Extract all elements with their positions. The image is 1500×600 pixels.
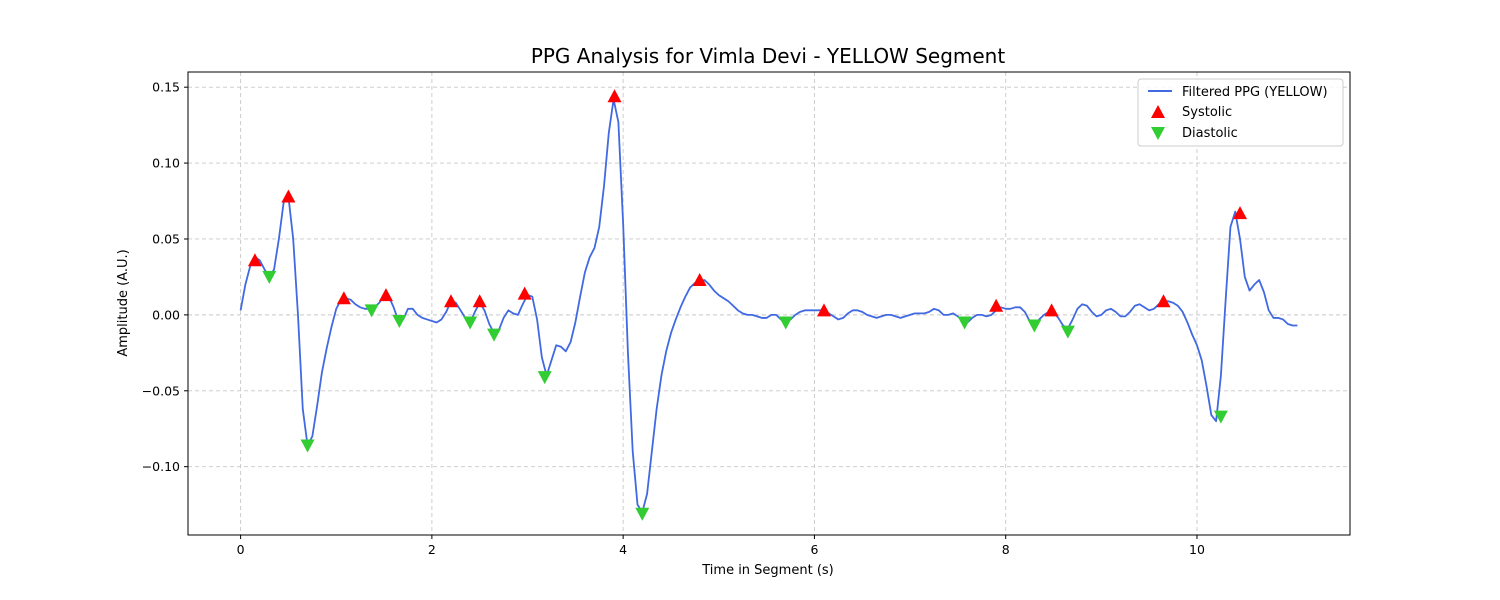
- diastolic-marker: [1213, 410, 1228, 424]
- diastolic-marker: [635, 507, 650, 521]
- plot-series: [239, 98, 1298, 514]
- diastolic-marker: [537, 371, 552, 385]
- systolic-marker: [472, 294, 487, 308]
- systolic-marker: [517, 286, 532, 300]
- diastolic-marker: [392, 314, 407, 328]
- y-tick-label: 0.05: [152, 231, 180, 246]
- legend-marker-systolic-icon: [1151, 105, 1165, 118]
- y-axis-label: Amplitude (A.U.): [116, 249, 131, 356]
- chart-title: PPG Analysis for Vimla Devi - YELLOW Seg…: [531, 44, 1006, 68]
- diastolic-marker: [262, 270, 277, 284]
- systolic-marker: [247, 253, 262, 267]
- legend-box: [1137, 78, 1344, 147]
- systolic-marker: [281, 189, 296, 203]
- y-tick-label: −0.05: [142, 383, 180, 398]
- systolic-marker: [378, 288, 393, 302]
- filtered-ppg-line: [239, 98, 1298, 514]
- peak-markers: [247, 89, 1248, 521]
- x-tick-label: 8: [1002, 542, 1010, 557]
- systolic-marker: [816, 303, 831, 317]
- systolic-marker: [444, 294, 458, 308]
- diastolic-marker: [957, 316, 972, 330]
- y-tick-label: 0.15: [152, 80, 180, 95]
- legend: Filtered PPG (YELLOW) Systolic Diastolic: [1137, 78, 1344, 147]
- y-tick-label: 0.10: [152, 156, 180, 171]
- x-tick-label: 0: [237, 542, 245, 557]
- legend-marker-diastolic-icon: [1151, 127, 1165, 140]
- axis-ticks: 0 2 4 6 8 10 −0.10 −0.05 0.00 0.05 0.10 0.15: [142, 80, 1205, 557]
- y-tick-label: −0.10: [142, 459, 180, 474]
- diastolic-marker: [1027, 319, 1042, 333]
- systolic-marker: [1044, 303, 1059, 317]
- x-tick-label: 4: [619, 542, 627, 557]
- systolic-marker: [1233, 206, 1248, 220]
- systolic-marker: [607, 89, 622, 103]
- legend-label-diastolic: Diastolic: [1182, 126, 1238, 141]
- systolic-marker: [692, 272, 707, 286]
- plot-area-frame: [187, 71, 1351, 536]
- x-tick-label: 6: [810, 542, 818, 557]
- x-tick-label: 10: [1189, 542, 1205, 557]
- diastolic-marker: [364, 304, 379, 318]
- systolic-marker: [336, 291, 351, 305]
- diastolic-marker: [487, 328, 502, 342]
- diastolic-marker: [463, 316, 478, 330]
- y-tick-label: 0.00: [152, 307, 180, 322]
- x-tick-label: 2: [428, 542, 436, 557]
- systolic-marker: [1156, 294, 1171, 308]
- diastolic-marker: [300, 439, 315, 453]
- legend-label-systolic: Systolic: [1182, 105, 1232, 120]
- systolic-marker: [989, 298, 1004, 312]
- diastolic-marker: [1060, 325, 1075, 339]
- x-axis-label: Time in Segment (s): [701, 563, 833, 578]
- diastolic-marker: [778, 316, 793, 330]
- legend-label-filtered-ppg: Filtered PPG (YELLOW): [1182, 85, 1328, 100]
